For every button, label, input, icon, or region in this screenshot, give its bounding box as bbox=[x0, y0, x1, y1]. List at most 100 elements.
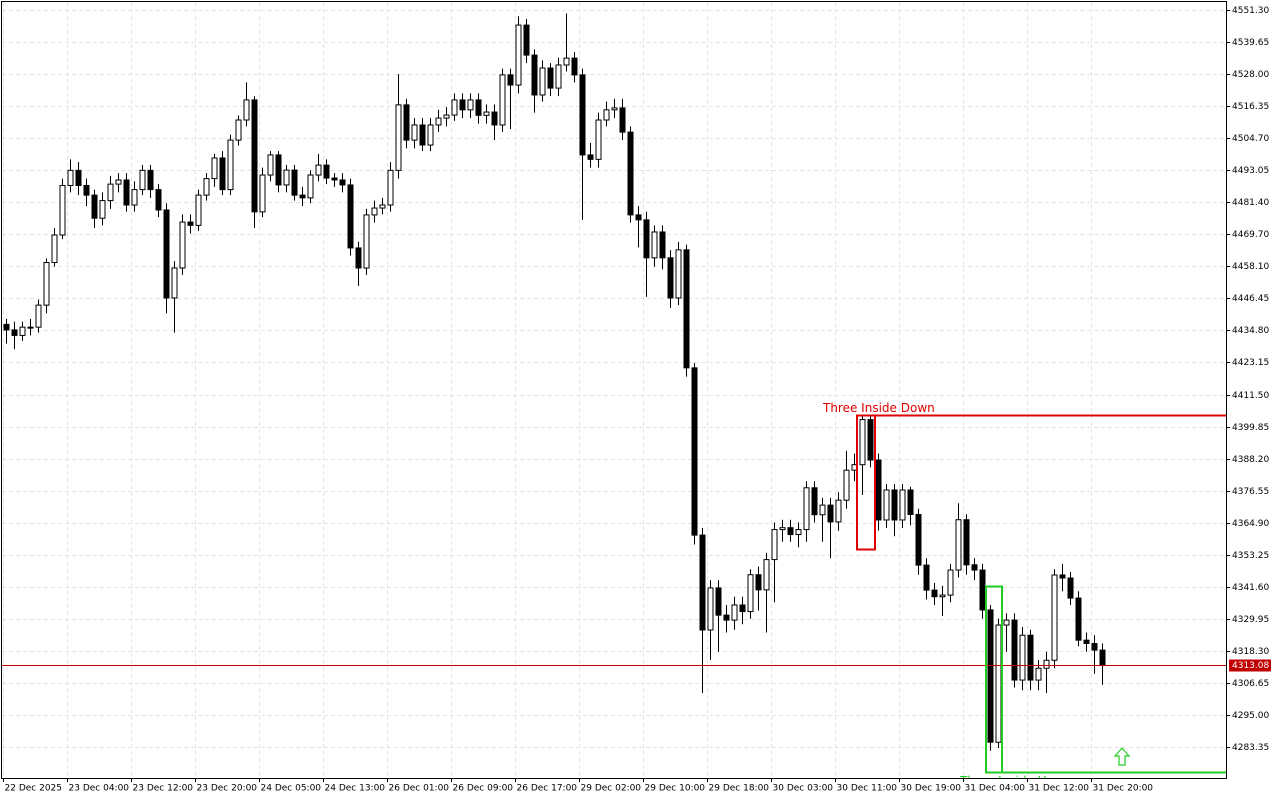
y-tick-label: 4539.65 bbox=[1232, 38, 1269, 48]
x-tick-label: 31 Dec 12:00 bbox=[1029, 784, 1090, 794]
candle-body bbox=[603, 109, 610, 121]
x-tick-label: 29 Dec 18:00 bbox=[709, 784, 770, 794]
candle-body bbox=[947, 569, 954, 596]
candle-body bbox=[155, 189, 162, 211]
candle-body bbox=[587, 154, 594, 160]
y-tick-label: 4283.35 bbox=[1232, 743, 1269, 753]
candle-body bbox=[763, 559, 770, 591]
candle-body bbox=[35, 304, 42, 328]
candle-body bbox=[451, 99, 458, 116]
candle-body bbox=[395, 104, 402, 171]
candle-body bbox=[427, 124, 434, 146]
x-tick-label: 30 Dec 03:00 bbox=[773, 784, 834, 794]
candle-body bbox=[499, 74, 506, 126]
pattern-label: Three Inside Down bbox=[822, 401, 935, 415]
candle-body bbox=[571, 57, 578, 76]
candle-body bbox=[875, 459, 882, 521]
axes: 4551.30 4539.65 4528.00 4516.35 4504.70 4493.… bbox=[3, 6, 1271, 794]
candle-body bbox=[59, 184, 66, 236]
candle-body bbox=[179, 221, 186, 269]
candle-body bbox=[523, 24, 530, 56]
x-tick-label: 30 Dec 11:00 bbox=[837, 784, 898, 794]
candle-body bbox=[931, 589, 938, 598]
candle-body bbox=[339, 179, 346, 186]
candle-body bbox=[443, 114, 450, 119]
candle-body bbox=[203, 178, 210, 196]
candle-body bbox=[403, 104, 410, 141]
y-tick-label: 4388.20 bbox=[1232, 455, 1269, 465]
candle-body bbox=[419, 124, 426, 146]
candle-body bbox=[955, 519, 962, 571]
candle-body bbox=[651, 231, 658, 259]
plot-area: Three Inside Down Three Inside Up bbox=[1, 13, 1226, 788]
candle-body bbox=[43, 262, 50, 306]
y-tick-label: 4551.30 bbox=[1232, 6, 1269, 16]
candle-body bbox=[459, 99, 466, 111]
pattern-label: Three Inside Up bbox=[959, 774, 1054, 788]
candle-body bbox=[811, 487, 818, 516]
y-tick-label: 4399.85 bbox=[1232, 423, 1269, 433]
candle-body bbox=[747, 574, 754, 613]
candle-body bbox=[907, 489, 914, 515]
candle-body bbox=[867, 419, 874, 461]
candle-body bbox=[435, 117, 442, 126]
candle-body bbox=[715, 587, 722, 616]
candle-body bbox=[91, 194, 98, 219]
candle-body bbox=[211, 157, 218, 180]
x-tick-label: 22 Dec 2025 bbox=[5, 784, 63, 794]
x-tick-label: 31 Dec 04:00 bbox=[965, 784, 1026, 794]
candle-body bbox=[635, 214, 642, 221]
candle-body bbox=[539, 67, 546, 96]
candle-body bbox=[195, 194, 202, 226]
x-tick-label: 31 Dec 20:00 bbox=[1093, 784, 1154, 794]
candle-body bbox=[963, 519, 970, 566]
candle-body bbox=[323, 164, 330, 179]
candle-body bbox=[355, 247, 362, 269]
candle-body bbox=[859, 419, 866, 466]
candle-body bbox=[771, 529, 778, 561]
candle-body bbox=[307, 174, 314, 199]
x-tick-label: 26 Dec 17:00 bbox=[517, 784, 578, 794]
candle-body bbox=[171, 267, 178, 299]
candle-body bbox=[755, 574, 762, 591]
candle-body bbox=[83, 184, 90, 196]
candle-body bbox=[827, 504, 834, 523]
candle-body bbox=[731, 604, 738, 621]
candle-body bbox=[683, 249, 690, 369]
candle-body bbox=[1059, 574, 1066, 579]
y-tick-label: 4446.45 bbox=[1232, 294, 1269, 304]
candle-body bbox=[707, 587, 714, 631]
candle-body bbox=[723, 614, 730, 621]
candle-body bbox=[899, 489, 906, 521]
candle-body bbox=[387, 169, 394, 206]
candle-body bbox=[1043, 659, 1050, 669]
candle-body bbox=[11, 329, 18, 336]
candle-body bbox=[147, 169, 154, 191]
x-tick-label: 24 Dec 13:00 bbox=[325, 784, 386, 794]
candle-body bbox=[267, 154, 274, 176]
candle-body bbox=[843, 469, 850, 501]
signal-arrow bbox=[1113, 747, 1131, 766]
candle-body bbox=[1051, 574, 1058, 661]
candle-body bbox=[619, 107, 626, 133]
candle-body bbox=[411, 124, 418, 141]
candle-body bbox=[779, 527, 786, 531]
candle-body bbox=[283, 169, 290, 186]
candle-body bbox=[219, 157, 226, 191]
candle-body bbox=[667, 257, 674, 299]
y-tick-label: 4411.50 bbox=[1232, 391, 1269, 401]
candle-body bbox=[235, 119, 242, 141]
candle-body bbox=[19, 326, 26, 336]
candle-body bbox=[835, 499, 842, 523]
candle-body bbox=[883, 489, 890, 521]
candle-body bbox=[819, 504, 826, 516]
candle-body bbox=[315, 164, 322, 176]
candle-body bbox=[1091, 642, 1098, 651]
candle-body bbox=[627, 131, 634, 216]
candle-body bbox=[579, 74, 586, 156]
candle-body bbox=[227, 139, 234, 191]
candle-body bbox=[1019, 634, 1026, 681]
candle-body bbox=[699, 534, 706, 631]
